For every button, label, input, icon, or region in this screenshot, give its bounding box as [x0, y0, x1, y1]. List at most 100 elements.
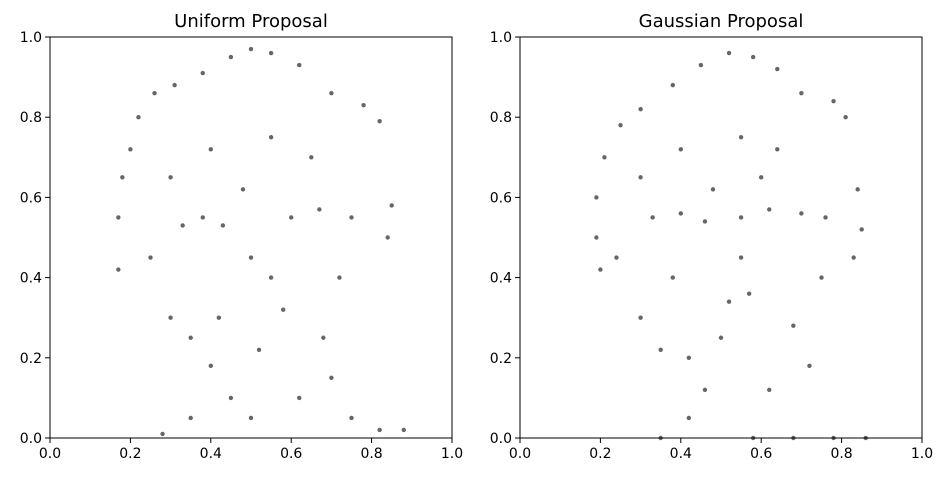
y-axis: 0.0 0.2 0.4 0.6 0.8 1.0	[20, 30, 50, 447]
scatter-point	[831, 98, 836, 104]
x-tick-label: 1.0	[441, 446, 463, 462]
scatter-point	[349, 415, 354, 421]
scatter-point	[686, 415, 692, 421]
scatter-point	[168, 175, 173, 180]
y-tick-label: 0.0	[20, 431, 42, 447]
points-layer	[594, 50, 868, 441]
scatter-point	[337, 275, 342, 280]
chart-title: Gaussian Proposal	[639, 11, 804, 32]
x-tick-label: 0.6	[750, 446, 772, 462]
scatter-point	[843, 115, 848, 120]
scatter-point	[738, 135, 744, 140]
x-tick-label: 0.4	[200, 446, 222, 462]
plot-frame	[49, 36, 453, 439]
scatter-point	[128, 147, 133, 152]
x-tick-label: 0.6	[280, 446, 302, 462]
scatter-point	[775, 66, 780, 72]
x-axis: 0.0 0.2 0.4 0.6 0.8 1.0	[39, 438, 463, 462]
chart-title: Uniform Proposal	[174, 11, 328, 32]
x-tick-label: 1.0	[911, 446, 933, 462]
x-tick-label: 0.0	[39, 446, 61, 462]
scatter-point	[180, 223, 185, 228]
y-axis: 0.0 0.2 0.4 0.6 0.8 1.0	[490, 30, 520, 447]
x-tick-label: 0.2	[119, 446, 141, 462]
scatter-point	[738, 215, 744, 220]
scatter-point	[321, 335, 326, 340]
scatter-point	[726, 50, 732, 56]
scatter-point	[823, 215, 828, 220]
scatter-point	[268, 275, 274, 280]
x-axis: 0.0 0.2 0.4 0.6 0.8 1.0	[509, 438, 933, 462]
scatter-point	[710, 187, 716, 192]
scatter-point	[248, 46, 254, 52]
scatter-point	[200, 215, 205, 220]
scatter-point	[148, 255, 153, 260]
scatter-point	[799, 90, 804, 96]
scatter-point	[767, 207, 772, 212]
x-tick-label: 0.2	[589, 446, 611, 462]
scatter-point	[614, 255, 619, 260]
scatter-point	[750, 54, 756, 60]
y-tick-label: 0.4	[20, 271, 42, 287]
scatter-point	[268, 135, 274, 140]
scatter-point	[172, 82, 177, 88]
plot-frame	[519, 36, 923, 439]
scatter-point	[220, 223, 226, 228]
scatter-point	[136, 115, 141, 120]
scatter-point	[759, 175, 764, 180]
scatter-point	[658, 347, 663, 352]
scatter-point	[799, 211, 804, 216]
scatter-point	[168, 315, 173, 320]
scatter-point	[670, 82, 675, 88]
scatter-point	[248, 255, 254, 260]
scatter-point	[602, 155, 607, 160]
scatter-point	[807, 363, 812, 369]
scatter-point	[188, 415, 193, 421]
scatter-point	[702, 387, 708, 393]
scatter-point	[361, 102, 366, 108]
scatter-point	[598, 267, 603, 272]
scatter-point	[819, 275, 824, 280]
y-tick-label: 0.0	[490, 431, 512, 447]
scatter-point	[775, 147, 780, 152]
scatter-point	[309, 155, 314, 160]
scatter-point	[349, 215, 354, 220]
scatter-point	[385, 235, 390, 240]
scatter-point	[268, 50, 274, 56]
scatter-point	[594, 195, 599, 200]
scatter-point	[738, 255, 744, 260]
scatter-point	[670, 275, 675, 280]
y-tick-label: 1.0	[490, 30, 512, 46]
y-tick-label: 0.6	[490, 190, 512, 206]
scatter-point	[297, 62, 302, 68]
scatter-point	[240, 187, 246, 192]
scatter-point	[256, 347, 262, 352]
scatter-point	[377, 427, 382, 433]
scatter-point	[208, 363, 213, 369]
y-tick-label: 0.2	[490, 351, 512, 367]
scatter-point	[216, 315, 222, 320]
scatter-point	[594, 235, 599, 240]
scatter-point	[329, 375, 334, 381]
scatter-point	[289, 215, 294, 220]
scatter-point	[248, 415, 254, 421]
scatter-point	[851, 255, 856, 260]
scatter-point	[726, 299, 732, 304]
scatter-point	[686, 355, 692, 360]
scatter-point	[618, 123, 623, 128]
scatter-panel-gaussian: Gaussian Proposal 0.0 0.2 0.4 0.6 0.8 1.0 0.0…	[490, 11, 933, 462]
x-tick-label: 0.4	[670, 446, 692, 462]
scatter-point	[389, 203, 394, 208]
scatter-point	[188, 335, 193, 340]
x-tick-label: 0.8	[830, 446, 852, 462]
scatter-point	[678, 147, 683, 152]
scatter-point	[767, 387, 772, 393]
scatter-point	[200, 70, 205, 76]
x-tick-label: 0.8	[360, 446, 382, 462]
scatter-point	[297, 395, 302, 401]
scatter-point	[377, 119, 382, 124]
y-tick-label: 0.6	[20, 190, 42, 206]
scatter-point	[120, 175, 125, 180]
scatter-point	[746, 291, 752, 296]
